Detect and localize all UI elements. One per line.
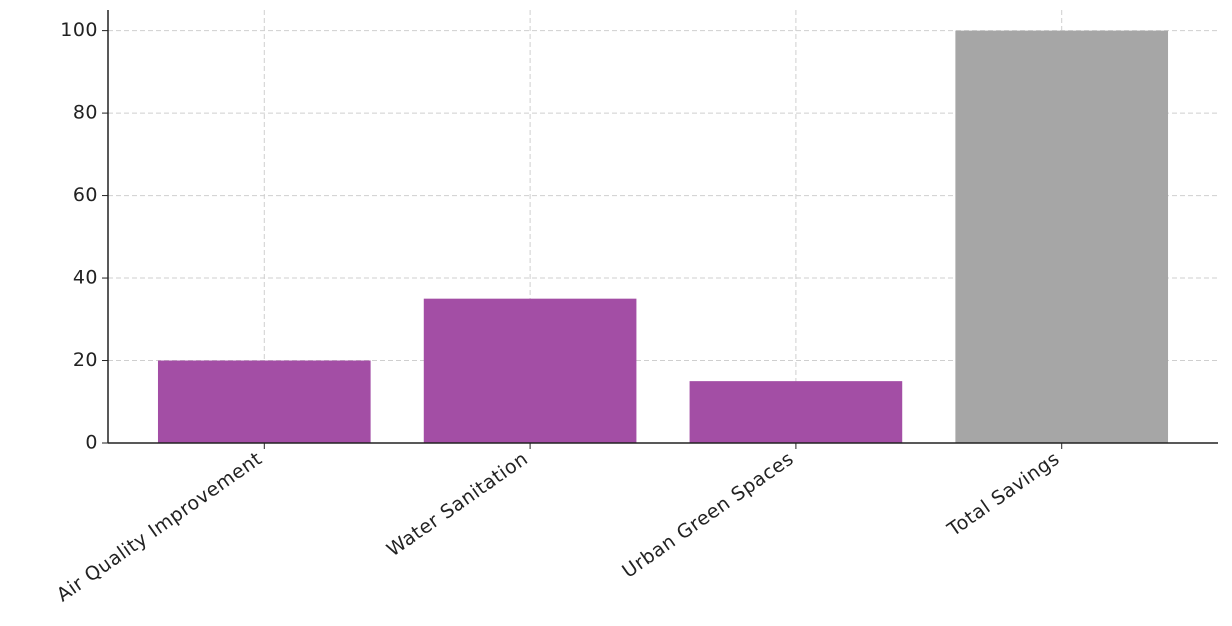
x-tick-label: Urban Green Spaces <box>618 448 798 583</box>
y-tick-label: 0 <box>85 432 98 454</box>
y-tick-label: 80 <box>73 102 98 124</box>
bar <box>157 360 371 443</box>
bar <box>955 30 1169 443</box>
bar <box>689 381 903 443</box>
bar <box>423 298 637 443</box>
y-tick-label: 100 <box>60 19 98 41</box>
x-tick-label: Total Savings <box>943 448 1064 542</box>
x-tick-label: Water Sanitation <box>383 448 532 562</box>
y-tick-label: 60 <box>73 184 98 206</box>
y-tick-label: 20 <box>73 349 98 371</box>
y-tick-label: 40 <box>73 267 98 289</box>
x-tick-label: Air Quality Improvement <box>53 448 267 607</box>
bars <box>157 30 1169 443</box>
